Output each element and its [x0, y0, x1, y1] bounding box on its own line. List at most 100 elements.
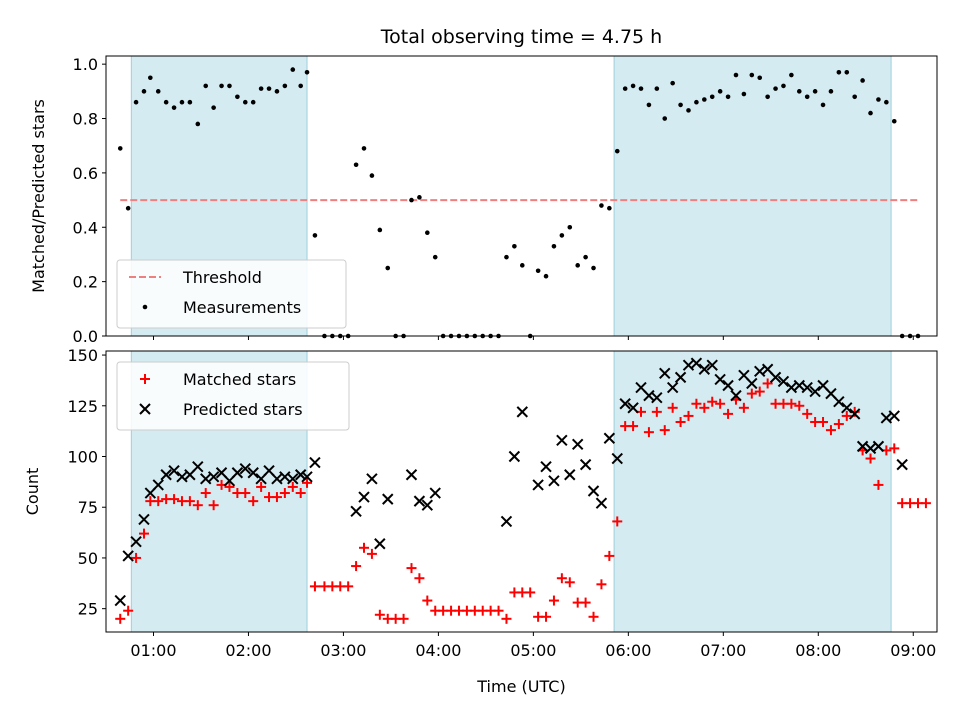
predicted-stars-point [627, 402, 639, 414]
axes-frame [105, 55, 938, 337]
legend-predicted-swatch-b [139, 403, 151, 415]
measurement-point [148, 75, 153, 81]
y-tick-label: 0.8 [73, 110, 98, 129]
measurement-point [417, 195, 422, 200]
measurement-point [203, 83, 209, 89]
predicted-stars-point [421, 499, 434, 511]
matched-stars-point [414, 573, 425, 584]
x-marker-b [556, 434, 568, 446]
predicted-stars-point [571, 438, 584, 451]
x-marker-b [698, 363, 711, 375]
x-marker-b [746, 377, 758, 390]
predicted-stars-point [358, 491, 370, 503]
x-marker-b [200, 473, 212, 485]
x-marker-b [366, 473, 378, 485]
predicted-stars-point [532, 479, 544, 491]
predicted-stars-point [722, 379, 734, 392]
matched-stars-point [762, 378, 773, 389]
predicted-stars-point [540, 460, 552, 473]
measurement-point [567, 224, 573, 230]
y-tick-label: 125 [67, 397, 98, 416]
predicted-stars-point [619, 398, 631, 410]
measurement-point [757, 75, 763, 81]
x-tick-label: 06:00 [605, 641, 651, 660]
predicted-stars-point [833, 396, 845, 408]
y-tick-label: 0.4 [73, 218, 98, 237]
x-marker-b [722, 379, 734, 392]
x-marker-b [738, 369, 750, 382]
measurement-point [789, 72, 794, 78]
matched-stars-point [659, 425, 670, 436]
measurement-point [117, 146, 123, 151]
x-marker-b [730, 389, 742, 402]
measurement-point [654, 86, 660, 91]
predicted-stars-point [564, 469, 576, 481]
matched-stars-point [398, 613, 409, 624]
x-marker-b [817, 379, 829, 392]
y-tick-label: 0.0 [73, 327, 98, 346]
x-marker-b [682, 359, 695, 371]
predicted-stars-point [168, 464, 180, 477]
measurement-point [575, 263, 580, 268]
x-axis-label: Time (UTC) [476, 677, 565, 696]
measurement-point [551, 243, 557, 249]
predicted-stars-point [896, 458, 908, 471]
measurement-point [211, 105, 216, 110]
legend-label: Measurements [183, 298, 301, 317]
measurement-point [670, 80, 675, 86]
matched-stars-point [184, 496, 195, 507]
matched-stars-point [643, 427, 654, 438]
x-marker-b [247, 467, 259, 479]
matched-stars-point [271, 492, 282, 503]
measurement-point [250, 99, 256, 105]
x-tick-label: 09:00 [890, 641, 936, 660]
matched-stars-point [596, 579, 607, 590]
predicted-stars-point [603, 432, 616, 444]
x-marker-b [690, 357, 703, 369]
matched-stars-point [580, 597, 591, 608]
matched-stars-point [818, 417, 829, 428]
predicted-stars-point [429, 487, 441, 499]
x-marker-b [627, 402, 639, 414]
measurement-point [195, 121, 201, 127]
measurement-point [125, 205, 131, 211]
predicted-stars-point [698, 363, 711, 375]
measurement-point [559, 233, 565, 238]
x-marker-b [516, 406, 528, 418]
predicted-stars-point [405, 469, 418, 481]
predicted-stars-point [114, 594, 126, 607]
matched-stars-point [351, 561, 362, 572]
predicted-stars-point [207, 471, 220, 483]
x-marker-b [825, 387, 837, 400]
predicted-stars-point [152, 479, 164, 491]
x-marker-b [350, 505, 362, 517]
x-tick-label: 03:00 [320, 641, 366, 660]
matched-stars-point [406, 563, 417, 574]
predicted-stars-point [413, 495, 426, 507]
measurement-point [622, 86, 628, 91]
predicted-stars-point [516, 406, 528, 418]
matched-stars-point [256, 481, 267, 492]
y-tick-label: 0.6 [73, 164, 98, 183]
matched-stars-point [309, 581, 320, 592]
x-marker-b [122, 550, 134, 562]
predicted-stars-point [247, 467, 259, 479]
predicted-stars-point [801, 381, 813, 394]
predicted-stars-point [130, 536, 142, 548]
measurement-point [741, 91, 747, 97]
matched-stars-point [208, 500, 219, 511]
legend-label: Matched stars [183, 370, 296, 389]
x-marker-b [880, 412, 893, 424]
x-marker-b [777, 375, 790, 388]
matched-stars-point [123, 605, 134, 616]
predicted-stars-point [611, 452, 623, 465]
matched-stars-point [525, 587, 536, 598]
measurement-point [242, 99, 248, 105]
matched-stars-point [920, 498, 931, 509]
measurement-point [512, 243, 517, 249]
matched-stars-point [115, 613, 126, 624]
matched-stars-point [794, 400, 805, 411]
measurement-point [773, 86, 778, 91]
y-axis-label: Count [23, 468, 42, 516]
predicted-stars-point [769, 371, 782, 384]
